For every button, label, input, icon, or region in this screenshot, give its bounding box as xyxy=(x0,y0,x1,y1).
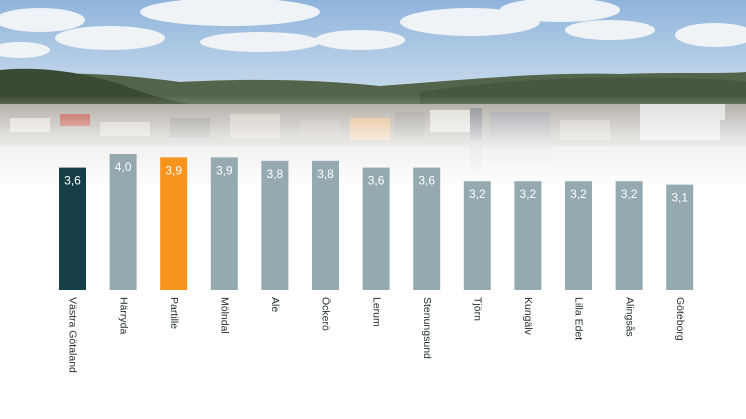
category-label-vastra-gotaland: Västra Götaland xyxy=(67,297,79,373)
value-label-ale: 3,8 xyxy=(267,167,284,181)
value-label-molndal: 3,9 xyxy=(216,163,233,177)
value-label-partille: 3,9 xyxy=(165,163,182,177)
value-label-tjorn: 3,2 xyxy=(469,187,486,201)
category-label-molndal: Mölndal xyxy=(219,297,231,334)
value-label-ockero: 3,8 xyxy=(317,167,334,181)
bar-kungalv xyxy=(514,181,542,290)
category-label-stenungsund: Stenungsund xyxy=(421,297,433,359)
category-label-tjorn: Tjörn xyxy=(472,297,484,321)
clouds xyxy=(0,0,746,58)
bar-lilla-edet xyxy=(565,181,592,290)
value-label-kungalv: 3,2 xyxy=(520,187,537,201)
value-labels: 3,6 4,0 3,9 3,9 3,8 3,8 3,6 3,6 3,2 3,2 3,2 3,2 3,1 xyxy=(64,160,688,205)
value-label-goteborg: 3,1 xyxy=(671,191,688,205)
category-label-ale: Ale xyxy=(269,297,281,312)
bars xyxy=(59,154,694,290)
bar-goteborg xyxy=(666,184,694,290)
category-label-ockero: Öckerö xyxy=(320,297,332,331)
bar-vastra-gotaland xyxy=(59,167,86,290)
bar-stenungsund xyxy=(413,167,441,290)
value-label-lilla-edet: 3,2 xyxy=(570,187,587,201)
category-label-lilla-edet: Lilla Edet xyxy=(573,297,585,340)
category-label-alingsas: Alingsås xyxy=(623,297,635,337)
value-label-harryda: 4,0 xyxy=(115,160,132,174)
bar-alingsas xyxy=(615,181,643,290)
value-label-vastra-gotaland: 3,6 xyxy=(64,174,81,188)
value-label-alingsas: 3,2 xyxy=(621,187,638,201)
category-label-goteborg: Göteborg xyxy=(674,297,686,341)
bar-partille xyxy=(160,157,188,290)
category-label-harryda: Härryda xyxy=(117,297,129,335)
bar-tjorn xyxy=(463,181,491,290)
value-label-stenungsund: 3,6 xyxy=(418,174,435,188)
bar-ale xyxy=(261,160,289,290)
category-label-lerum: Lerum xyxy=(370,297,382,327)
bar-harryda xyxy=(109,154,137,290)
category-labels: Västra Götaland Härryda Partille Mölndal Ale… xyxy=(67,297,686,373)
category-label-partille: Partille xyxy=(168,297,180,329)
category-label-kungalv: Kungälv xyxy=(522,297,534,336)
bar-lerum xyxy=(362,167,390,290)
bar-ockero xyxy=(312,160,339,290)
bar-molndal xyxy=(210,157,238,290)
value-label-lerum: 3,6 xyxy=(368,174,385,188)
